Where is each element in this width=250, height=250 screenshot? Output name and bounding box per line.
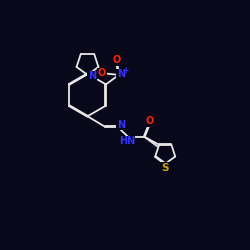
Text: N: N	[117, 69, 125, 80]
Text: O: O	[146, 116, 154, 126]
Text: O: O	[113, 56, 121, 65]
Text: +: +	[122, 66, 129, 75]
Text: N: N	[117, 120, 125, 130]
Text: N: N	[88, 71, 96, 81]
Text: S: S	[162, 163, 169, 173]
Text: HN: HN	[119, 136, 135, 146]
Text: O: O	[98, 68, 106, 78]
